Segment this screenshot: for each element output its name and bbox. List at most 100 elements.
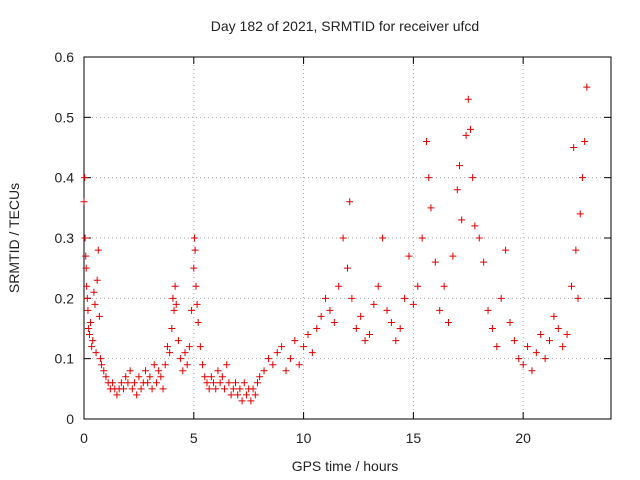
data-point xyxy=(82,252,90,260)
data-point xyxy=(449,252,457,260)
data-point xyxy=(96,355,104,363)
data-point xyxy=(251,391,259,399)
data-point xyxy=(93,276,101,284)
data-point xyxy=(193,300,201,308)
data-point xyxy=(339,234,347,242)
data-point xyxy=(223,361,231,369)
data-point xyxy=(109,379,117,387)
data-point xyxy=(236,385,244,393)
data-point xyxy=(218,373,226,381)
data-point xyxy=(466,125,474,133)
data-point xyxy=(238,397,246,405)
data-point xyxy=(374,282,382,290)
data-point xyxy=(196,343,204,351)
data-point xyxy=(418,234,426,242)
data-point xyxy=(159,385,167,393)
data-point xyxy=(249,385,257,393)
data-point xyxy=(83,282,91,290)
data-point xyxy=(247,397,255,405)
data-point xyxy=(528,367,536,375)
data-point xyxy=(348,294,356,302)
data-point xyxy=(83,294,91,302)
data-point xyxy=(102,373,110,381)
data-point xyxy=(317,312,325,320)
data-point xyxy=(291,337,299,345)
data-point xyxy=(322,294,330,302)
data-point xyxy=(188,306,196,314)
y-tick-label: 0.2 xyxy=(55,290,75,306)
data-point xyxy=(141,367,149,375)
data-point xyxy=(370,300,378,308)
data-point xyxy=(95,312,103,320)
x-tick-label: 5 xyxy=(190,430,198,446)
data-point xyxy=(462,131,470,139)
data-point xyxy=(216,379,224,387)
data-point xyxy=(94,246,102,254)
data-point xyxy=(92,349,100,357)
data-point xyxy=(269,361,277,369)
data-point xyxy=(148,385,156,393)
data-point xyxy=(161,361,169,369)
data-point xyxy=(532,349,540,357)
x-tick-label: 15 xyxy=(406,430,422,446)
data-point xyxy=(330,318,338,326)
y-tick-label: 0.4 xyxy=(55,170,75,186)
axis-ticks: 0 0.1 0.2 0.3 0.4 0.5 0.6 0 5 10 15 20 xyxy=(55,49,611,446)
data-point xyxy=(190,264,198,272)
data-point xyxy=(117,379,125,387)
data-point xyxy=(361,337,369,345)
data-point xyxy=(232,379,240,387)
data-point xyxy=(152,379,160,387)
data-point xyxy=(172,300,180,308)
data-point xyxy=(282,367,290,375)
data-point xyxy=(425,174,433,182)
data-point xyxy=(278,343,286,351)
data-point xyxy=(475,234,483,242)
data-point xyxy=(567,282,575,290)
data-point xyxy=(155,367,163,375)
data-point xyxy=(405,252,413,260)
data-point xyxy=(203,379,211,387)
data-point xyxy=(185,343,193,351)
data-point xyxy=(365,331,373,339)
data-point xyxy=(480,258,488,266)
y-tick-label: 0.6 xyxy=(55,49,75,65)
data-point xyxy=(445,318,453,326)
data-point xyxy=(455,162,463,170)
data-point xyxy=(150,361,158,369)
chart-title: Day 182 of 2021, SRMTID for receiver ufc… xyxy=(211,18,479,34)
data-point xyxy=(453,186,461,194)
data-point xyxy=(583,83,591,91)
data-point xyxy=(234,391,242,399)
data-point xyxy=(91,300,99,308)
data-point xyxy=(427,204,435,212)
data-point xyxy=(260,367,268,375)
data-point xyxy=(90,288,98,296)
data-point xyxy=(458,216,466,224)
data-point xyxy=(242,391,250,399)
data-point xyxy=(510,337,518,345)
data-point xyxy=(183,361,191,369)
data-point xyxy=(519,361,527,369)
data-point xyxy=(581,137,589,145)
data-point xyxy=(541,355,549,363)
data-point xyxy=(124,379,132,387)
data-point xyxy=(273,349,281,357)
data-point xyxy=(357,312,365,320)
data-point xyxy=(229,385,237,393)
data-point xyxy=(286,355,294,363)
data-point xyxy=(344,264,351,272)
data-point xyxy=(554,325,562,332)
data-point xyxy=(379,234,387,242)
data-point xyxy=(253,379,261,387)
data-point xyxy=(346,198,354,206)
data-point xyxy=(191,246,199,254)
data-point xyxy=(212,385,220,393)
data-point xyxy=(409,300,417,308)
data-point xyxy=(570,144,578,151)
data-point xyxy=(546,337,554,345)
data-point xyxy=(181,349,189,357)
data-point xyxy=(515,355,523,363)
data-point xyxy=(192,282,200,290)
